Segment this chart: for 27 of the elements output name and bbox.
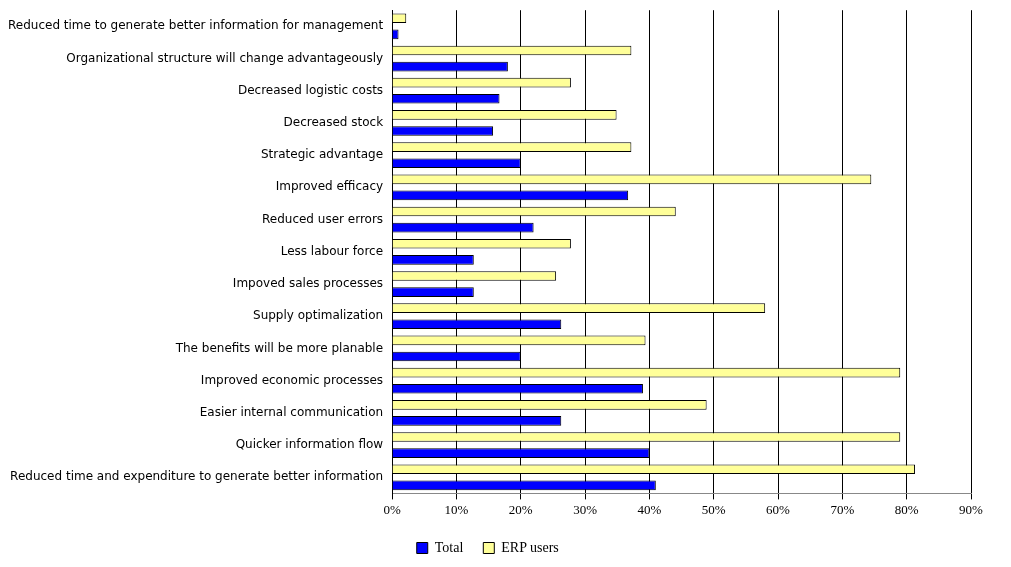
y-tick-label: The benefits will be more planable — [174, 340, 384, 355]
legend-label: ERP users — [501, 539, 559, 555]
y-tick-label: Reduced time and expenditure to generate better information — [10, 469, 384, 484]
y-tick-label: Decreased stock — [283, 115, 384, 130]
x-tick-label: 90% — [959, 501, 984, 517]
x-tick-label: 60% — [766, 501, 791, 517]
y-tick-label: Reduced time to generate better information for management — [8, 18, 384, 33]
y-tick-label: Supply optimalization — [253, 308, 384, 323]
y-tick-label: Impoved sales processes — [232, 276, 384, 291]
y-tick-label: Reduced user errors — [261, 211, 384, 226]
x-tick-label: 70% — [830, 501, 855, 517]
y-tick-label: Strategic advantage — [260, 147, 384, 162]
x-tick-label: 80% — [894, 501, 919, 517]
y-tick-label: Improved economic processes — [200, 372, 384, 387]
x-tick-label: 10% — [444, 501, 469, 517]
y-tick-label: Less labour force — [280, 243, 384, 258]
y-tick-label: Improved efficacy — [275, 179, 384, 194]
x-tick-label: 20% — [508, 501, 533, 517]
x-tick-label: 40% — [637, 501, 662, 517]
y-tick-label: Decreased logistic costs — [237, 82, 384, 97]
y-tick-label: Easier internal communication — [199, 404, 384, 419]
y-tick-label: Quicker information flow — [235, 437, 384, 452]
legend-label: Total — [434, 539, 464, 555]
x-tick-label: 50% — [701, 501, 726, 517]
x-tick-label: 0% — [383, 501, 401, 517]
x-tick-label: 30% — [573, 501, 598, 517]
y-tick-label: Organizational structure will change advantageously — [66, 50, 384, 65]
